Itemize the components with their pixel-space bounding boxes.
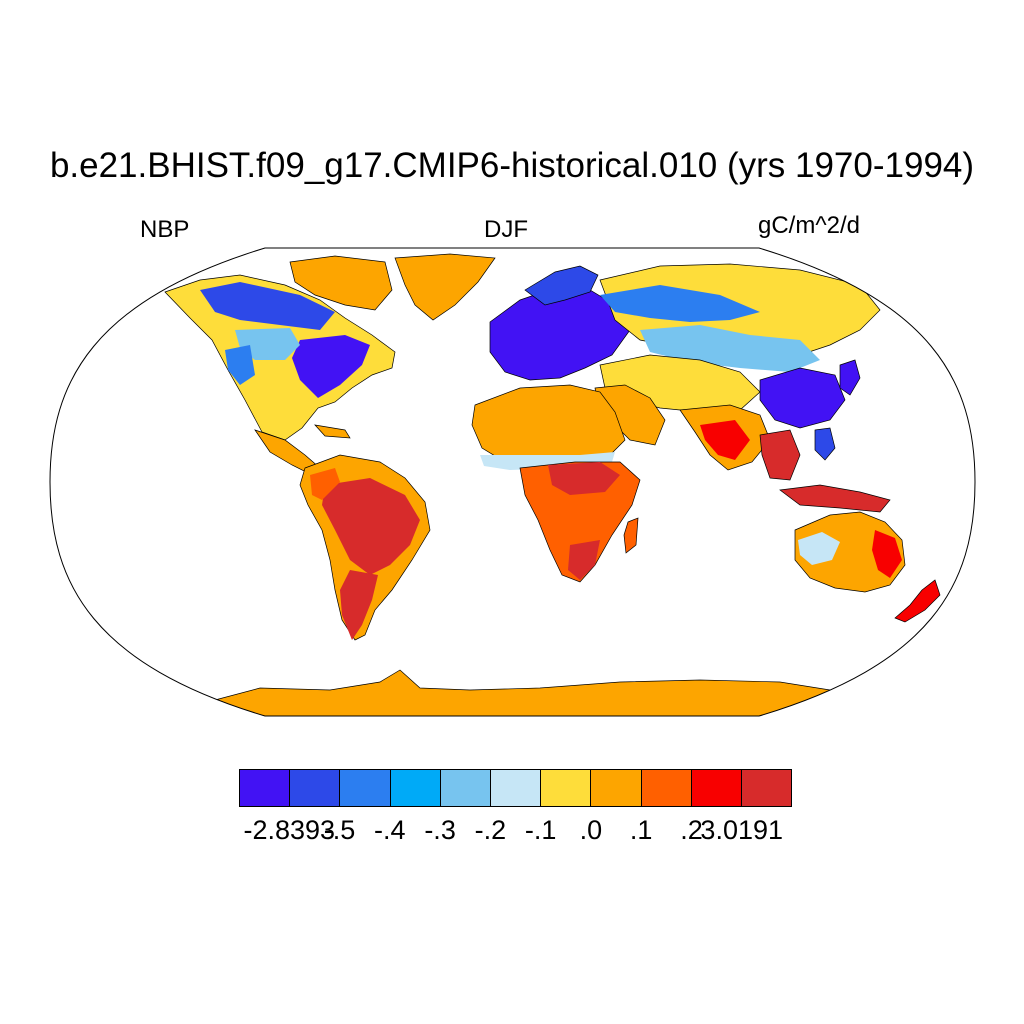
colorbar-swatch xyxy=(641,770,692,806)
region-greenland xyxy=(394,253,496,321)
colorbar-tick-label: 3.0191 xyxy=(700,815,784,845)
region-siberia-blue xyxy=(600,285,760,322)
colorbar xyxy=(239,769,792,807)
colorbar-tick-label: -.4 xyxy=(374,815,406,845)
colorbar-swatch xyxy=(741,770,792,806)
map-title: b.e21.BHIST.f09_g17.CMIP6-historical.010… xyxy=(49,146,975,185)
region-sa-orange-red xyxy=(310,468,340,500)
region-arctic-canada xyxy=(289,255,393,311)
colorbar-tick-label: -.2 xyxy=(474,815,507,845)
region-na-blue-west xyxy=(225,345,255,385)
region-us-east-blue xyxy=(292,335,370,398)
colorbar-swatch xyxy=(390,770,441,806)
season-label: DJF xyxy=(484,216,528,243)
region-africa-red xyxy=(548,462,620,495)
region-canada-blue xyxy=(200,282,335,330)
region-japan xyxy=(839,359,861,396)
colorbar-tick-label: .0 xyxy=(579,815,603,845)
map-boundary xyxy=(49,247,976,717)
colorbar-swatch xyxy=(591,770,642,806)
colorbar-tick-label: .1 xyxy=(629,815,653,845)
colorbar-tick-label: .2 xyxy=(680,815,703,845)
region-antarctica xyxy=(199,669,861,716)
region-sa-red-south xyxy=(340,570,378,640)
region-philippines xyxy=(814,427,836,461)
colorbar-swatch xyxy=(440,770,491,806)
colorbar-swatch xyxy=(691,770,742,806)
region-se-asia xyxy=(759,429,801,481)
colorbar-swatch xyxy=(240,770,291,806)
colorbar-tick-label: -.3 xyxy=(424,815,456,845)
region-east-asia-blue xyxy=(759,367,846,429)
region-scandinavia xyxy=(524,265,599,306)
region-south-asia-red xyxy=(700,420,750,460)
region-new-zealand xyxy=(894,579,941,623)
region-sa-red xyxy=(322,478,420,575)
colorbar-swatch xyxy=(290,770,341,806)
region-australia-east-red xyxy=(872,530,902,578)
colorbar-swatch xyxy=(541,770,592,806)
region-na-lightblue xyxy=(235,328,300,360)
land-regions xyxy=(164,253,941,716)
region-madagascar xyxy=(623,517,639,554)
colorbar-tick-label: -2.8393 xyxy=(243,815,336,845)
colorbar-swatch xyxy=(490,770,542,806)
region-africa-north xyxy=(471,384,626,463)
colorbar-tick-label: -.5 xyxy=(323,815,356,845)
region-africa-red-south xyxy=(568,540,600,580)
region-caribbean xyxy=(314,424,351,439)
region-indonesia xyxy=(779,484,891,513)
region-australia-lightblue xyxy=(798,532,840,565)
units-label: gC/m^2/d xyxy=(758,212,860,239)
colorbar-tick-label: -.1 xyxy=(524,815,557,845)
colorbar-swatch xyxy=(340,770,391,806)
variable-label: NBP xyxy=(140,216,190,243)
